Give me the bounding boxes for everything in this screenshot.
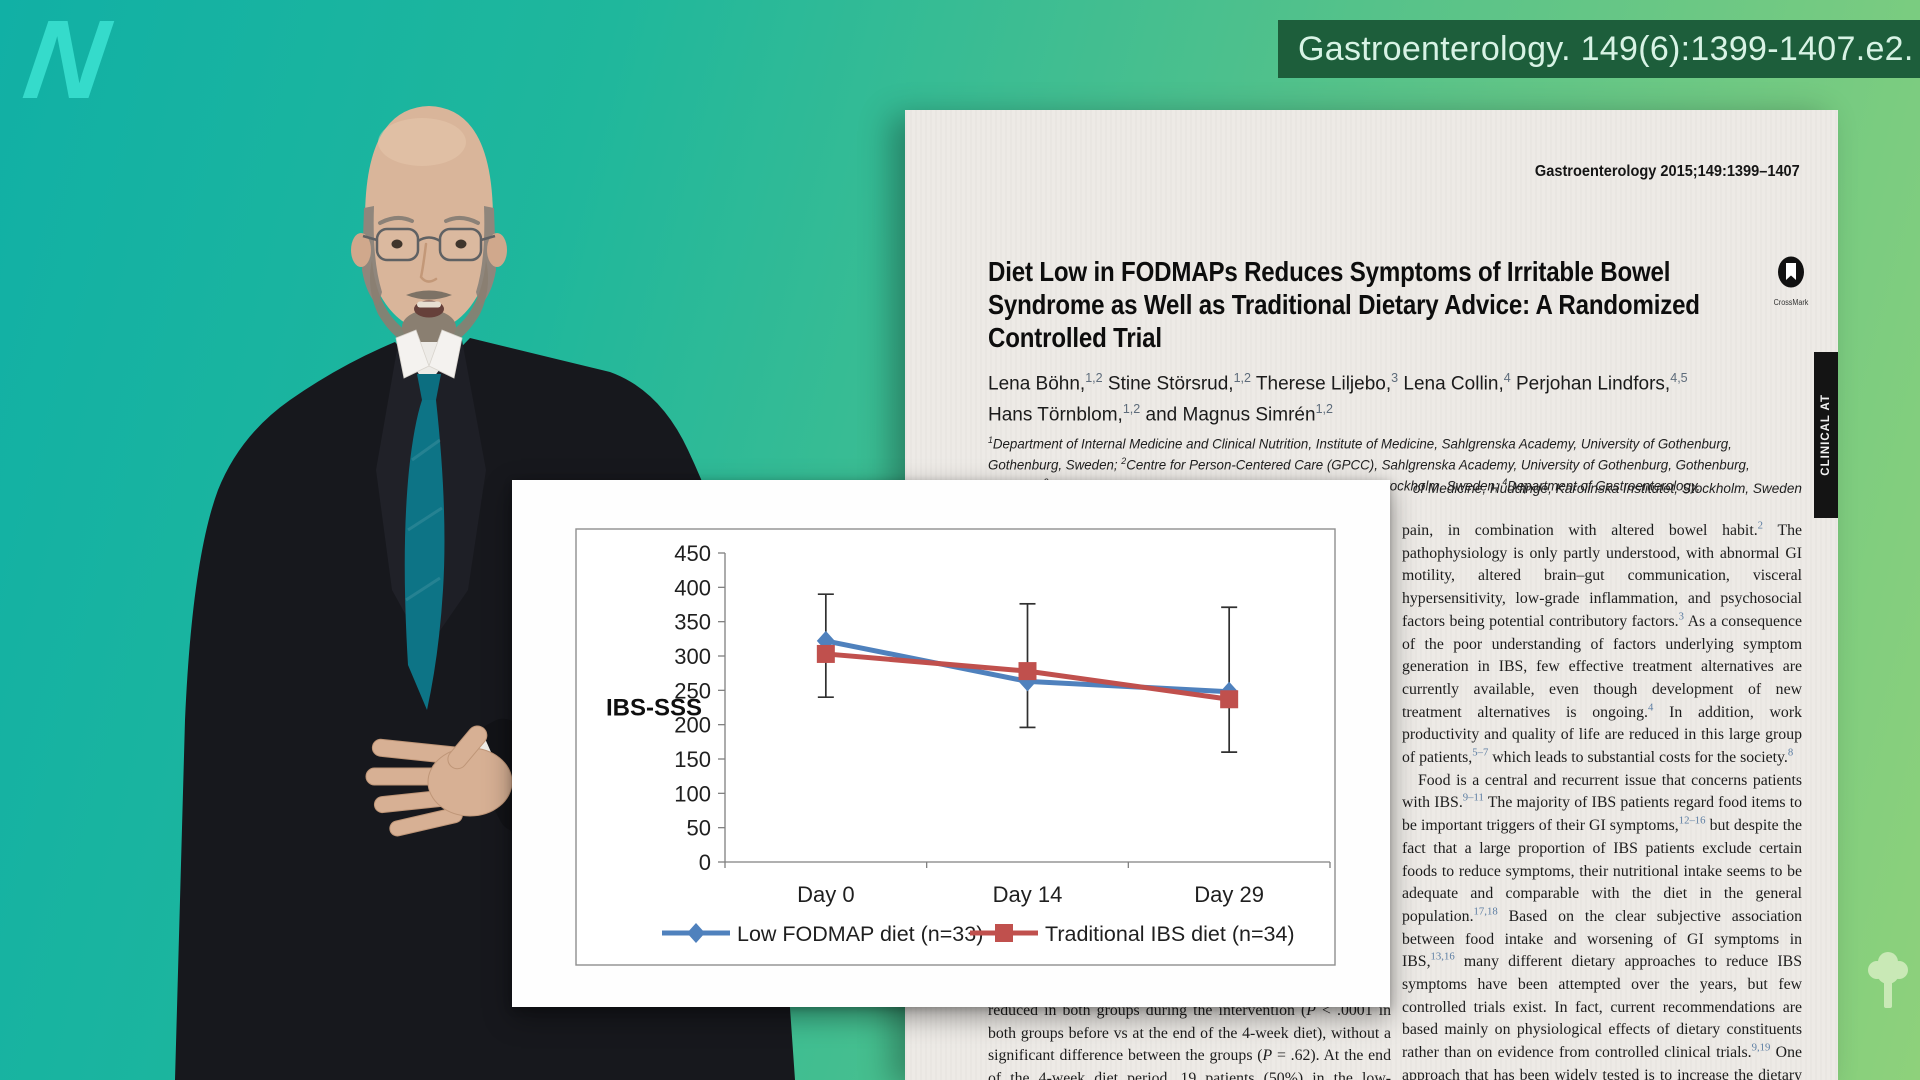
svg-text:400: 400 xyxy=(674,575,711,600)
left-eye xyxy=(391,239,403,249)
glasses xyxy=(362,227,496,262)
crossmark-icon: CrossMark xyxy=(1767,256,1815,307)
presenter-head xyxy=(351,106,507,352)
svg-text:Day 0: Day 0 xyxy=(797,882,854,907)
authors-line-1: Lena Böhn,1,2 Stine Störsrud,1,2 Therese… xyxy=(988,371,1688,395)
svg-text:50: 50 xyxy=(687,816,711,841)
svg-text:200: 200 xyxy=(674,713,711,738)
mustache xyxy=(406,290,452,300)
svg-text:0: 0 xyxy=(699,850,711,875)
text-line: Gothenburg, Sweden; 2Centre for Person-C… xyxy=(988,455,1750,473)
svg-text:150: 150 xyxy=(674,747,711,772)
clinical-at-label: CLINICAL AT xyxy=(1820,394,1832,476)
nutritionfacts-logo: N xyxy=(17,0,112,122)
svg-text:350: 350 xyxy=(674,610,711,635)
tree-glyph xyxy=(1868,952,1908,1008)
right-eye xyxy=(455,239,467,249)
thumb xyxy=(447,725,488,770)
crossmark-label: CrossMark xyxy=(1773,298,1809,307)
affiliation-fragment: of Medicine, Huddinge, Karolinska Instit… xyxy=(1412,481,1802,496)
svg-text:Day 29: Day 29 xyxy=(1194,882,1264,907)
collar-right xyxy=(428,329,463,379)
svg-text:300: 300 xyxy=(674,644,711,669)
authors-line-2: Hans Törnblom,1,2 and Magnus Simrén1,2 xyxy=(988,401,1333,426)
tie xyxy=(404,374,445,710)
hair-right xyxy=(476,206,496,306)
svg-text:Low FODMAP diet (n=33): Low FODMAP diet (n=33) xyxy=(737,922,983,946)
citation-banner: Gastroenterology. 149(6):1399-1407.e2. xyxy=(1278,20,1920,78)
tree-icon xyxy=(1864,948,1912,1016)
svg-text:450: 450 xyxy=(674,541,711,566)
text-line: 1Department of Internal Medicine and Cli… xyxy=(988,435,1732,452)
svg-text:Traditional IBS diet (n=34): Traditional IBS diet (n=34) xyxy=(1045,922,1295,946)
nose xyxy=(419,242,438,283)
text-line: Food is a central and recurrent issue th… xyxy=(1402,771,1802,1080)
hair-left xyxy=(362,206,382,306)
svg-text:Day 14: Day 14 xyxy=(993,882,1063,907)
text-line: pain, in combination with altered bowel … xyxy=(1402,520,1802,767)
journal-header: Gastroenterology 2015;149:1399–1407 xyxy=(1535,163,1800,180)
right-column-text: pain, in combination with altered bowel … xyxy=(1402,520,1802,1080)
paper-title: Diet Low in FODMAPs Reduces Symptoms of … xyxy=(988,256,1700,353)
citation-text: Gastroenterology. 149(6):1399-1407.e2. xyxy=(1298,29,1914,68)
crossmark-glyph xyxy=(1778,256,1804,288)
svg-text:250: 250 xyxy=(674,678,711,703)
left-column-text: reduced in both groups during the interv… xyxy=(988,1002,1391,1080)
paper-authors: Lena Böhn,1,2 Stine Störsrud,1,2 Therese… xyxy=(988,366,1688,428)
chart-overlay: 0 50 100 150 200 250 300 350 400 450 Day 0 Day 14 Da… xyxy=(512,480,1390,1007)
clinical-at-tab: CLINICAL AT xyxy=(1814,352,1838,518)
svg-text:100: 100 xyxy=(674,781,711,806)
beard xyxy=(370,260,488,352)
svg-text:IBS-SSS: IBS-SSS xyxy=(606,695,702,722)
ibs-sss-line-chart: 0 50 100 150 200 250 300 350 400 450 Day 0 Day 14 Da… xyxy=(575,528,1336,966)
